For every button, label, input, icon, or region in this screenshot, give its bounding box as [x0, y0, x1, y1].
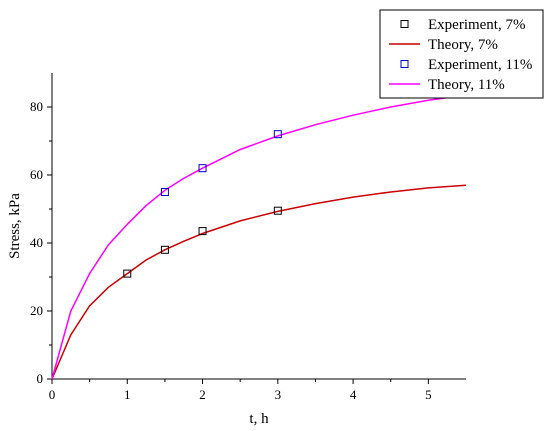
x-tick-label: 0: [49, 387, 56, 402]
series-line: [51, 94, 467, 380]
x-tick-label: 4: [350, 387, 357, 402]
legend-item: Experiment, 11%: [400, 57, 532, 73]
data-point: [160, 245, 169, 254]
legend-label: Theory, 11%: [428, 77, 505, 93]
x-tick-label: 5: [425, 387, 432, 402]
legend: Experiment, 7% Theory, 7% Experiment, 11% T…: [379, 9, 544, 99]
series-3: [51, 94, 467, 380]
data-point: [273, 130, 282, 139]
legend-item: Theory, 7%: [389, 37, 498, 53]
legend-item: Theory, 11%: [389, 77, 505, 93]
series-0-markers: [123, 206, 282, 278]
axes: 0 1 2 3 4 5 0 20 40 60 80: [30, 73, 466, 402]
legend-marker: [400, 20, 409, 28]
y-tick-label: 60: [30, 167, 43, 182]
x-tick-label: 2: [199, 387, 206, 402]
y-tick-label: 0: [37, 371, 44, 386]
data-point: [198, 227, 207, 236]
y-axis-label: Stress, kPa: [7, 193, 23, 259]
series-line: [51, 184, 467, 380]
series-1: [51, 184, 467, 380]
x-axis-label: t, h: [249, 411, 269, 427]
y-ticks: 0 20 40 60 80: [30, 99, 52, 386]
legend-label: Experiment, 11%: [428, 57, 532, 73]
data-point: [198, 164, 207, 173]
y-tick-label: 20: [30, 303, 43, 318]
x-tick-label: 1: [124, 387, 131, 402]
data-point: [123, 269, 132, 278]
data-point: [273, 206, 282, 215]
x-tick-label: 3: [275, 387, 282, 402]
y-tick-label: 80: [30, 99, 43, 114]
legend-label: Experiment, 7%: [428, 17, 525, 33]
data-point: [160, 188, 169, 196]
series-2-markers: [160, 130, 282, 196]
y-tick-label: 40: [30, 235, 43, 250]
x-ticks: 0 1 2 3 4 5: [49, 379, 432, 402]
legend-item: Experiment, 7%: [400, 17, 525, 33]
legend-marker: [400, 60, 409, 68]
plot-area: [51, 94, 467, 380]
legend-label: Theory, 7%: [428, 37, 498, 53]
